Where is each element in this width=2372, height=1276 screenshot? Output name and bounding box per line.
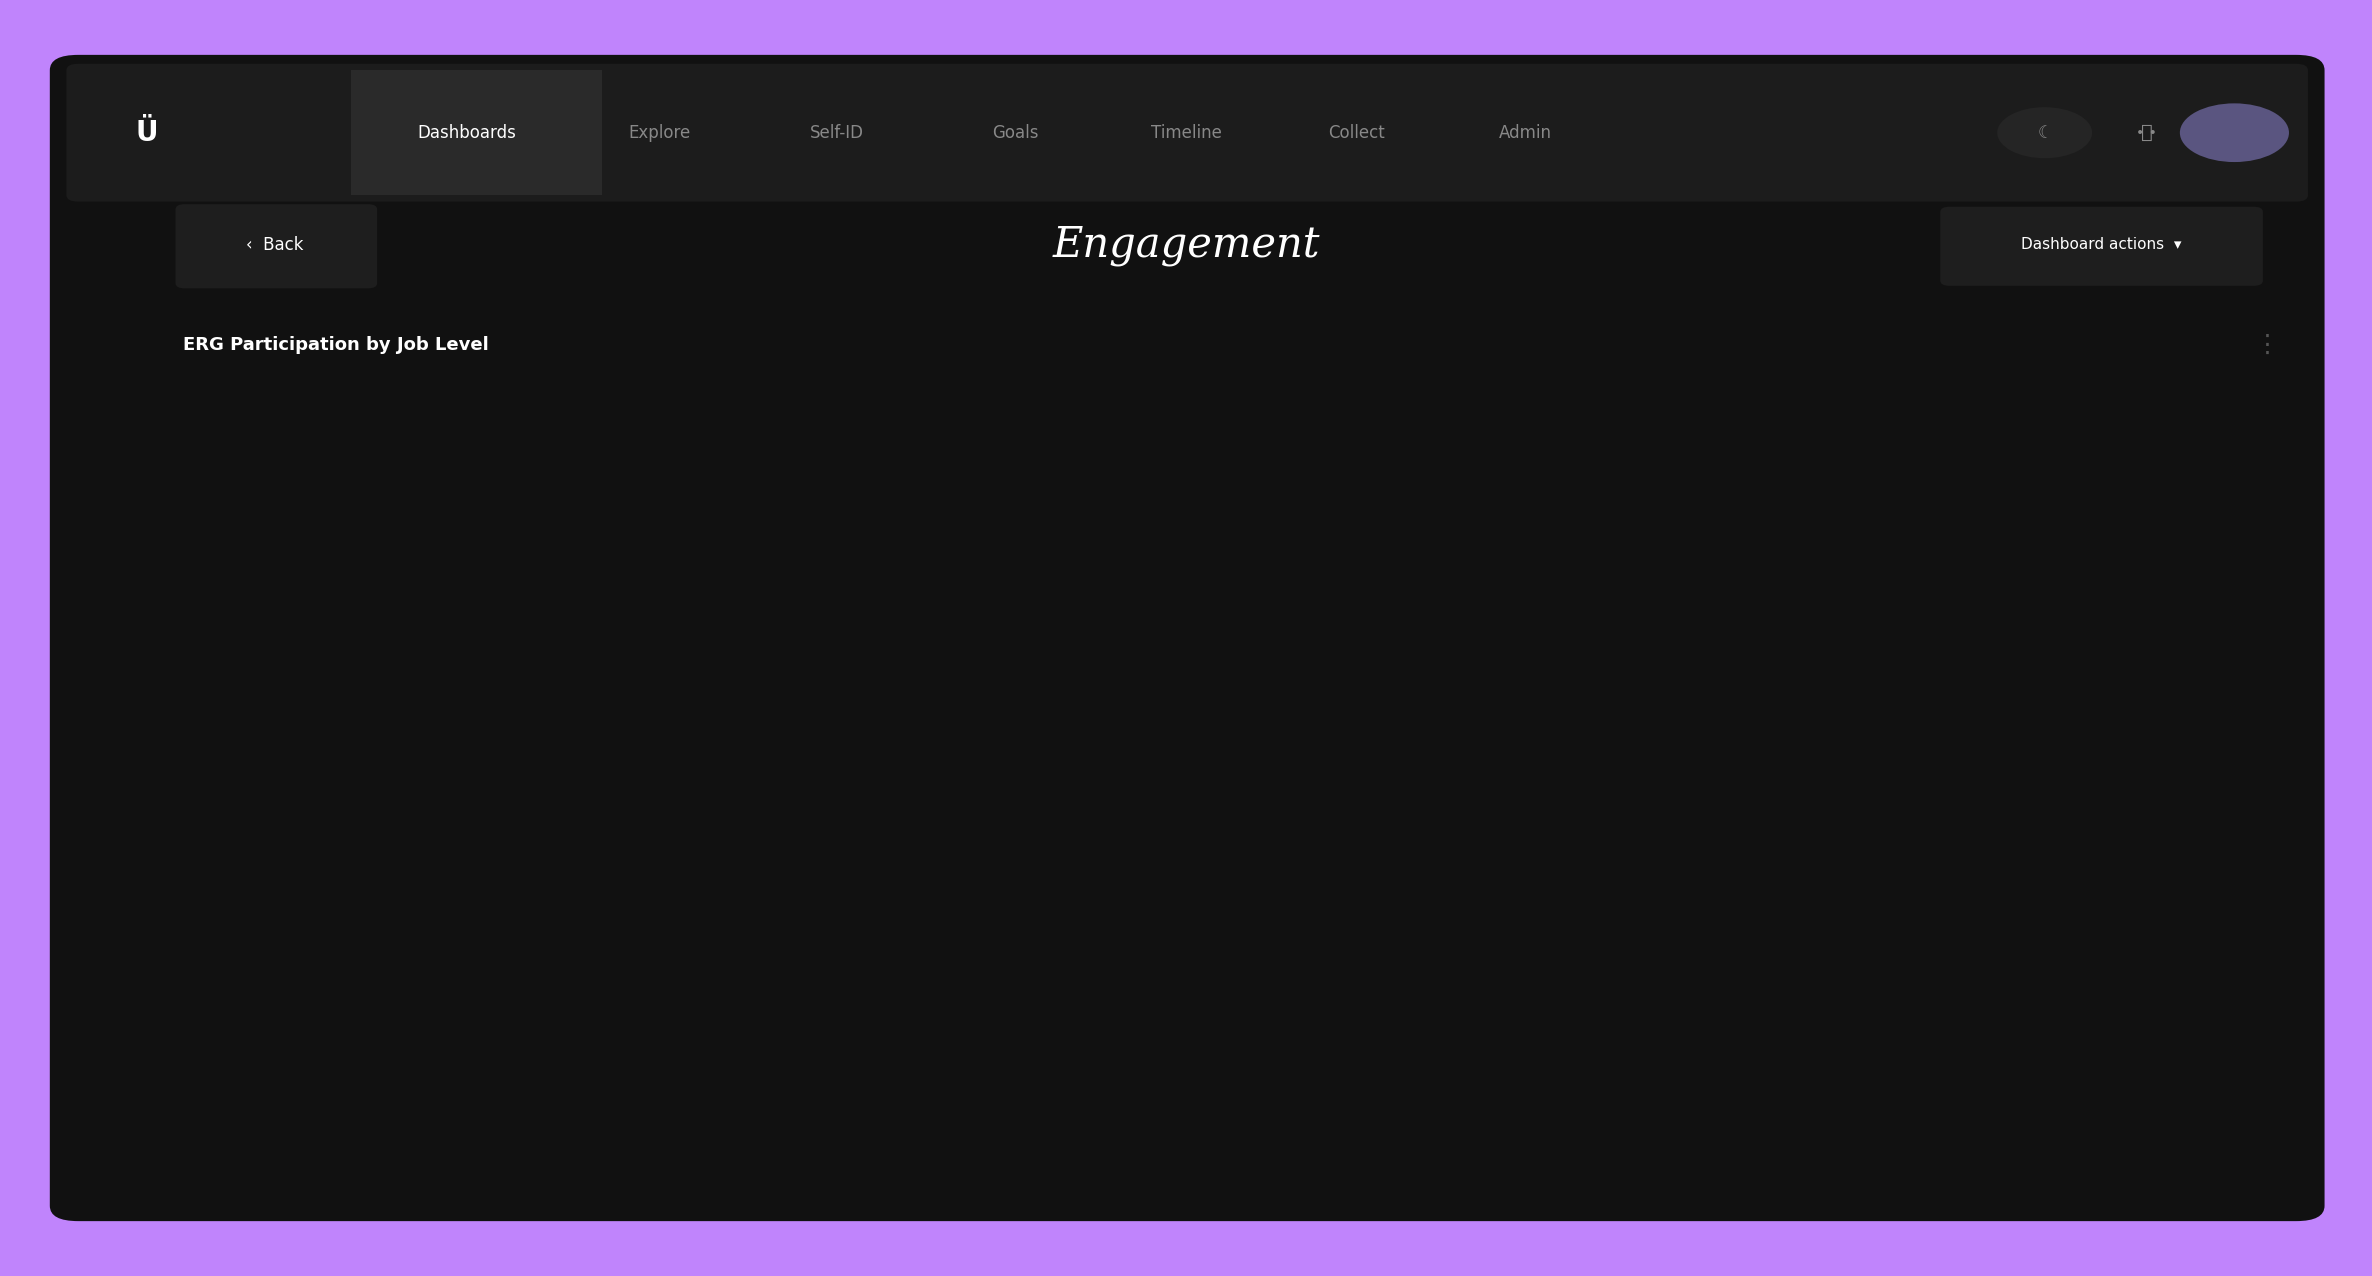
Bar (351, 70, 602, 195)
Circle shape (1997, 107, 2092, 158)
FancyBboxPatch shape (50, 55, 2325, 1221)
FancyBboxPatch shape (66, 64, 2308, 202)
Text: 13%: 13% (292, 994, 339, 1013)
Text: Self-ID: Self-ID (811, 124, 863, 142)
Text: 52%: 52% (1926, 569, 1971, 588)
Circle shape (2180, 103, 2289, 162)
Bar (1513, 798, 1724, 1168)
Bar (1105, 874, 1316, 1168)
Text: Goals: Goals (991, 124, 1039, 142)
Text: Timeline: Timeline (1150, 124, 1222, 142)
Text: • •: • • (2137, 126, 2156, 139)
Text: Dashboard actions  ▾: Dashboard actions ▾ (2021, 237, 2182, 253)
Text: Engagement: Engagement (1053, 225, 1319, 265)
Text: ⌖: ⌖ (2142, 124, 2151, 142)
Text: Admin: Admin (1499, 124, 1551, 142)
Text: ERG Participation by Job Level: ERG Participation by Job Level (183, 336, 489, 353)
Text: Explore: Explore (629, 124, 690, 142)
FancyBboxPatch shape (176, 204, 377, 288)
Text: ⋮: ⋮ (2256, 333, 2279, 356)
Bar (1921, 601, 2132, 1168)
Text: Collect: Collect (1328, 124, 1385, 142)
Bar (697, 961, 908, 1168)
Text: Ü: Ü (135, 119, 159, 147)
Text: 27%: 27% (1108, 842, 1155, 860)
Bar (289, 1026, 500, 1168)
Text: Dashboards: Dashboards (417, 124, 517, 142)
Text: 34%: 34% (1518, 766, 1563, 785)
Text: ‹  Back: ‹ Back (247, 236, 304, 254)
Text: 19%: 19% (700, 929, 747, 948)
Text: ☾: ☾ (2038, 124, 2052, 142)
FancyBboxPatch shape (1940, 207, 2263, 286)
